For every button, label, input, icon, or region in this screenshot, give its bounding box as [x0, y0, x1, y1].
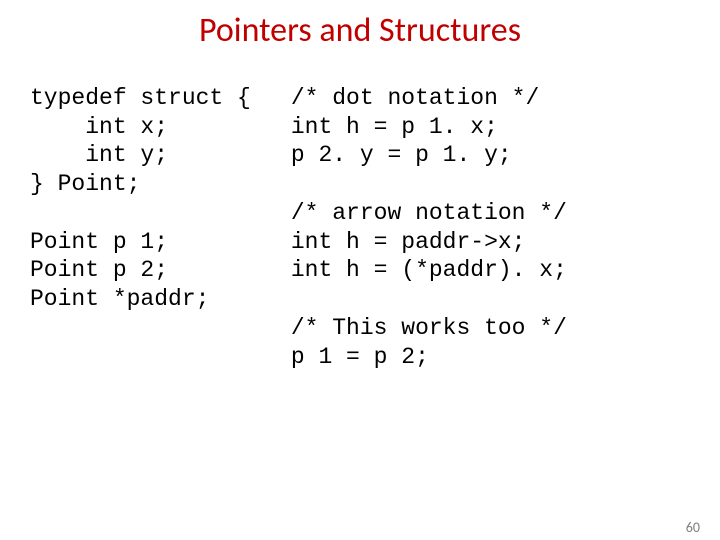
page-number: 60: [686, 519, 700, 536]
slide-title: Pointers and Structures: [0, 10, 720, 51]
content-area: typedef struct { int x; int y; } Point; …: [0, 74, 720, 372]
slide: Pointers and Structures typedef struct {…: [0, 10, 720, 540]
code-right-column: /* dot notation */ int h = p 1. x; p 2. …: [291, 84, 567, 372]
code-left-column: typedef struct { int x; int y; } Point; …: [30, 84, 251, 372]
